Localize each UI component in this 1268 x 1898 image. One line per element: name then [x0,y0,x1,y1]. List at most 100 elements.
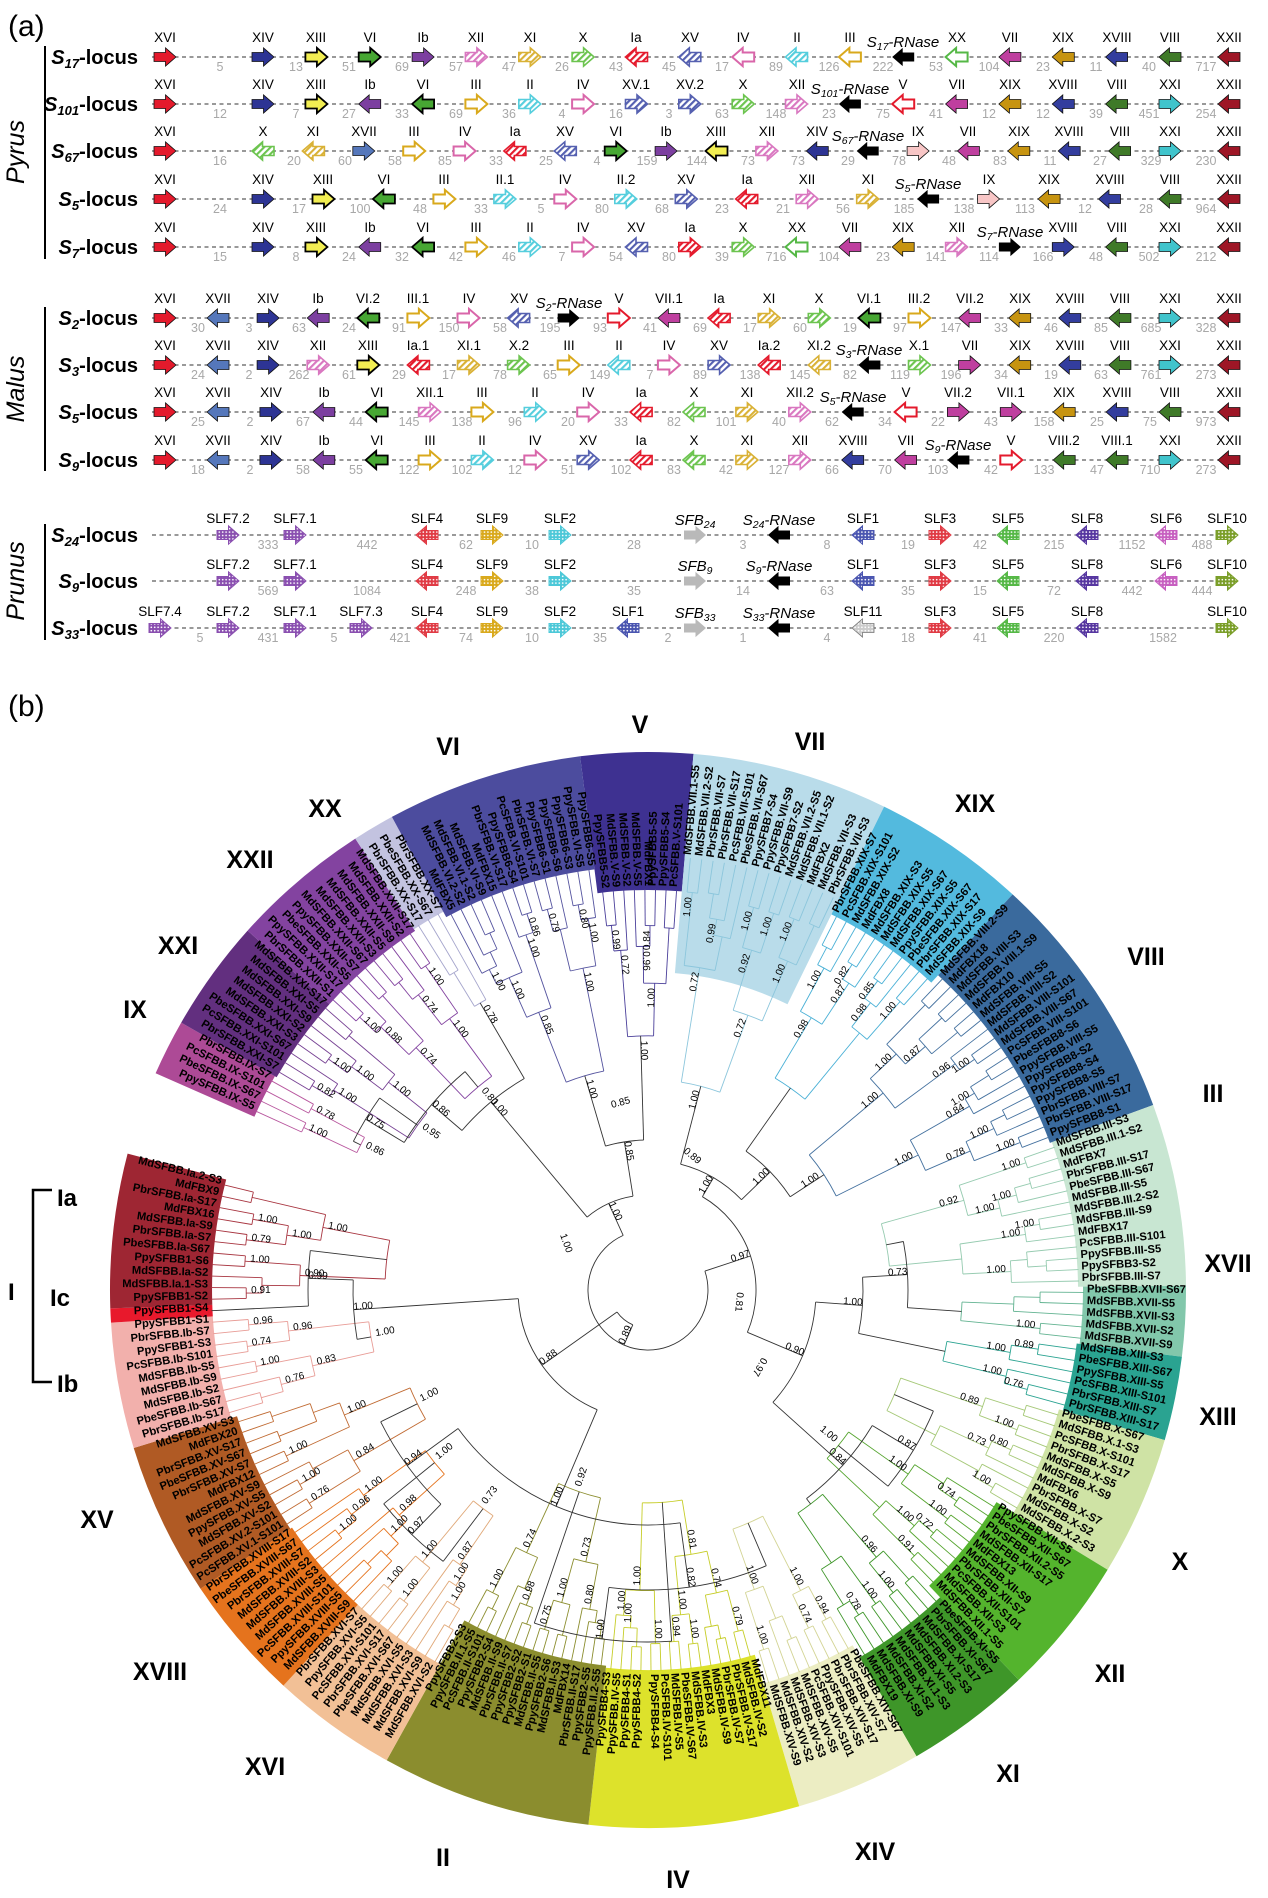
svg-text:Prunus: Prunus [2,541,30,620]
svg-text:S3-RNase: S3-RNase [836,342,903,361]
svg-text:SLF10: SLF10 [1207,511,1247,526]
svg-text:36: 36 [502,107,516,121]
svg-text:0.98: 0.98 [792,1018,812,1041]
svg-text:113: 113 [1015,202,1035,216]
svg-text:SLF8: SLF8 [1071,604,1103,619]
svg-text:XVI: XVI [154,172,176,187]
svg-text:XVIII: XVIII [1055,338,1084,353]
svg-text:III: III [424,433,435,448]
svg-text:1.00: 1.00 [594,1618,608,1639]
svg-text:Ia.1: Ia.1 [407,338,430,353]
svg-text:PpySFBB4-S4: PpySFBB4-S4 [648,1674,661,1749]
svg-text:Ib: Ib [312,291,323,306]
svg-text:III: III [470,220,481,235]
svg-text:XIV: XIV [260,385,282,400]
svg-text:42: 42 [719,463,733,477]
svg-text:11: 11 [1044,154,1057,168]
svg-text:III: III [1203,1080,1224,1108]
svg-text:XVIII: XVIII [838,433,867,448]
svg-text:IX: IX [123,996,147,1024]
svg-text:20: 20 [287,154,301,168]
svg-text:XXI: XXI [1159,291,1181,306]
svg-text:1.00: 1.00 [489,1097,510,1119]
svg-text:IV: IV [666,1866,690,1894]
svg-text:761: 761 [1141,368,1162,382]
svg-text:XIII: XIII [306,30,326,45]
svg-text:XIV: XIV [806,124,828,139]
svg-text:S101-RNase: S101-RNase [811,81,889,100]
svg-text:30: 30 [191,321,205,335]
svg-text:1.00: 1.00 [859,1090,881,1111]
svg-text:78: 78 [493,368,507,382]
svg-text:10: 10 [525,631,539,645]
svg-text:19: 19 [1044,368,1058,382]
svg-text:273: 273 [1196,368,1217,382]
svg-text:24: 24 [342,321,356,335]
svg-text:0.72: 0.72 [732,1017,749,1039]
svg-text:82: 82 [667,415,681,429]
svg-text:0.86: 0.86 [526,916,543,938]
svg-text:V: V [632,711,649,739]
svg-text:0.83: 0.83 [316,1353,338,1368]
svg-text:0.74: 0.74 [795,1602,813,1625]
svg-text:24: 24 [191,368,205,382]
svg-text:1.00: 1.00 [986,1340,1007,1354]
svg-text:XII: XII [789,77,806,92]
svg-text:51: 51 [342,60,356,74]
svg-text:0.97: 0.97 [730,1248,752,1265]
svg-text:1.00: 1.00 [331,1056,354,1077]
svg-text:0.97: 0.97 [406,1515,428,1537]
svg-text:III: III [408,124,419,139]
svg-text:0.74: 0.74 [419,994,440,1016]
svg-text:XX: XX [948,30,966,45]
svg-text:1.00: 1.00 [525,937,542,959]
svg-text:0.87: 0.87 [902,1043,924,1064]
svg-text:75: 75 [876,107,890,121]
svg-text:SLF9: SLF9 [476,511,508,526]
svg-text:1.00: 1.00 [1014,1217,1035,1231]
svg-text:0.81: 0.81 [684,1529,698,1550]
svg-text:0.84: 0.84 [642,930,653,950]
svg-text:82: 82 [843,368,857,382]
svg-text:17: 17 [292,202,306,216]
svg-text:25: 25 [539,154,553,168]
svg-text:VI.1: VI.1 [857,291,881,306]
svg-text:0.96: 0.96 [293,1320,314,1333]
svg-text:IV: IV [663,338,676,353]
svg-text:XIII: XIII [706,124,726,139]
svg-text:0.82: 0.82 [683,1567,697,1588]
svg-text:0.99: 0.99 [308,1270,328,1282]
svg-text:III: III [844,30,855,45]
svg-text:1.00: 1.00 [739,910,755,932]
svg-text:0.76: 0.76 [1003,1375,1025,1391]
svg-text:14: 14 [736,584,750,598]
svg-text:53: 53 [929,60,943,74]
svg-text:XI: XI [996,1760,1020,1788]
svg-text:XXI: XXI [1159,338,1181,353]
svg-text:144: 144 [687,154,708,168]
svg-text:SLF10: SLF10 [1207,604,1247,619]
svg-text:444: 444 [1192,584,1213,598]
svg-text:248: 248 [456,584,477,598]
svg-text:22: 22 [931,415,945,429]
svg-text:44: 44 [349,415,363,429]
svg-text:XV: XV [556,124,574,139]
svg-text:1.00: 1.00 [327,1220,349,1235]
svg-text:0.84: 0.84 [944,1102,967,1121]
svg-text:0.85: 0.85 [610,1095,632,1111]
svg-text:1.00: 1.00 [950,1055,973,1075]
svg-text:33: 33 [994,321,1008,335]
svg-text:X: X [814,291,823,306]
svg-text:63: 63 [1094,368,1108,382]
svg-text:Ib: Ib [364,220,375,235]
svg-text:328: 328 [1196,321,1217,335]
svg-text:48: 48 [413,202,427,216]
svg-text:VII: VII [842,220,859,235]
svg-text:0.89: 0.89 [1014,1338,1035,1352]
svg-text:Ia: Ia [630,30,642,45]
svg-text:VIII: VIII [1160,30,1180,45]
svg-text:VI: VI [371,433,384,448]
svg-text:41: 41 [973,631,987,645]
svg-text:12: 12 [213,107,227,121]
svg-text:XIII: XIII [313,172,333,187]
